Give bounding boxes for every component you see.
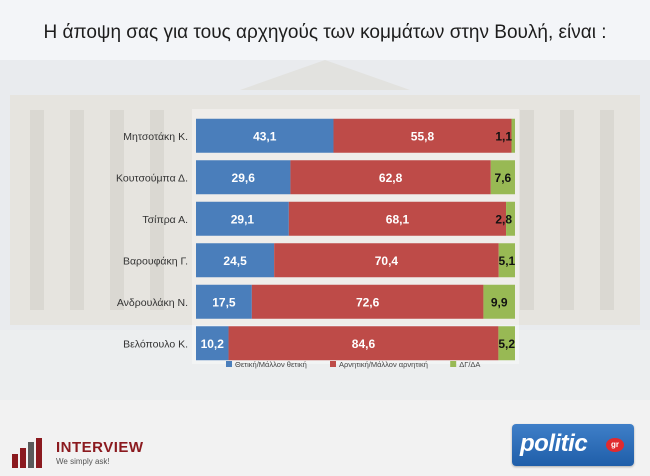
data-label: 1,1 (495, 129, 512, 143)
bar-segment (196, 243, 275, 278)
bar-segment (483, 284, 515, 319)
data-label: 7,6 (495, 171, 512, 185)
bar-segment (498, 243, 515, 278)
bar-segment (490, 160, 515, 195)
bar-segment (196, 284, 252, 319)
data-label: 2,8 (495, 212, 512, 226)
bar-segment (511, 118, 515, 153)
category-label: Βαρουφάκη Γ. (123, 255, 188, 267)
bar-segment (196, 201, 289, 236)
interview-logo-icon (12, 438, 42, 468)
politic-logo-word: politic (520, 430, 588, 457)
data-label: 29,1 (231, 212, 255, 226)
data-label: 68,1 (386, 212, 410, 226)
data-label: 43,1 (253, 129, 277, 143)
category-label: Τσίπρα Α. (142, 214, 188, 226)
interview-logo-name: INTERVIEW (56, 439, 144, 456)
bar-segment (196, 326, 229, 361)
bar-segment (196, 160, 291, 195)
legend-swatch (330, 361, 336, 367)
category-label: Βελόπουλο Κ. (123, 338, 188, 350)
data-label: 5,1 (499, 254, 516, 268)
bar-segment (506, 201, 515, 236)
data-label: 24,5 (223, 254, 247, 268)
politic-logo-badge: gr (606, 438, 624, 452)
bar-segment (251, 284, 484, 319)
interview-logo: INTERVIEW We simply ask! (10, 436, 180, 470)
data-label: 10,2 (201, 337, 225, 351)
legend-label: ΔΓ/ΔΑ (459, 360, 480, 369)
bar-segment (290, 160, 491, 195)
data-label: 29,6 (232, 171, 256, 185)
data-label: 84,6 (352, 337, 376, 351)
data-label: 55,8 (411, 129, 435, 143)
data-label: 17,5 (212, 295, 236, 309)
bar-segment (498, 326, 515, 361)
chart-title: Η άποψη σας για τους αρχηγούς των κομμάτ… (43, 22, 607, 43)
data-label: 72,6 (356, 295, 380, 309)
bar-segment (196, 118, 334, 153)
bar-segment (228, 326, 499, 361)
category-label: Μητσοτάκη Κ. (123, 131, 188, 143)
legend-label: Θετική/Μάλλον θετική (235, 360, 307, 369)
politic-logo: politic gr (512, 424, 634, 466)
legend-label: Αρνητική/Μάλλον αρνητική (339, 360, 428, 369)
data-label: 9,9 (491, 295, 508, 309)
data-label: 70,4 (375, 254, 399, 268)
bar-segment (333, 118, 512, 153)
interview-logo-tagline: We simply ask! (56, 457, 110, 466)
category-label: Κουτσούμπα Δ. (116, 172, 188, 184)
category-label: Ανδρουλάκη Ν. (117, 297, 188, 309)
legend-swatch (226, 361, 232, 367)
bar-segment (288, 201, 507, 236)
data-label: 5,2 (498, 337, 515, 351)
data-label: 62,8 (379, 171, 403, 185)
bar-segment (274, 243, 499, 278)
legend-swatch (450, 361, 457, 367)
